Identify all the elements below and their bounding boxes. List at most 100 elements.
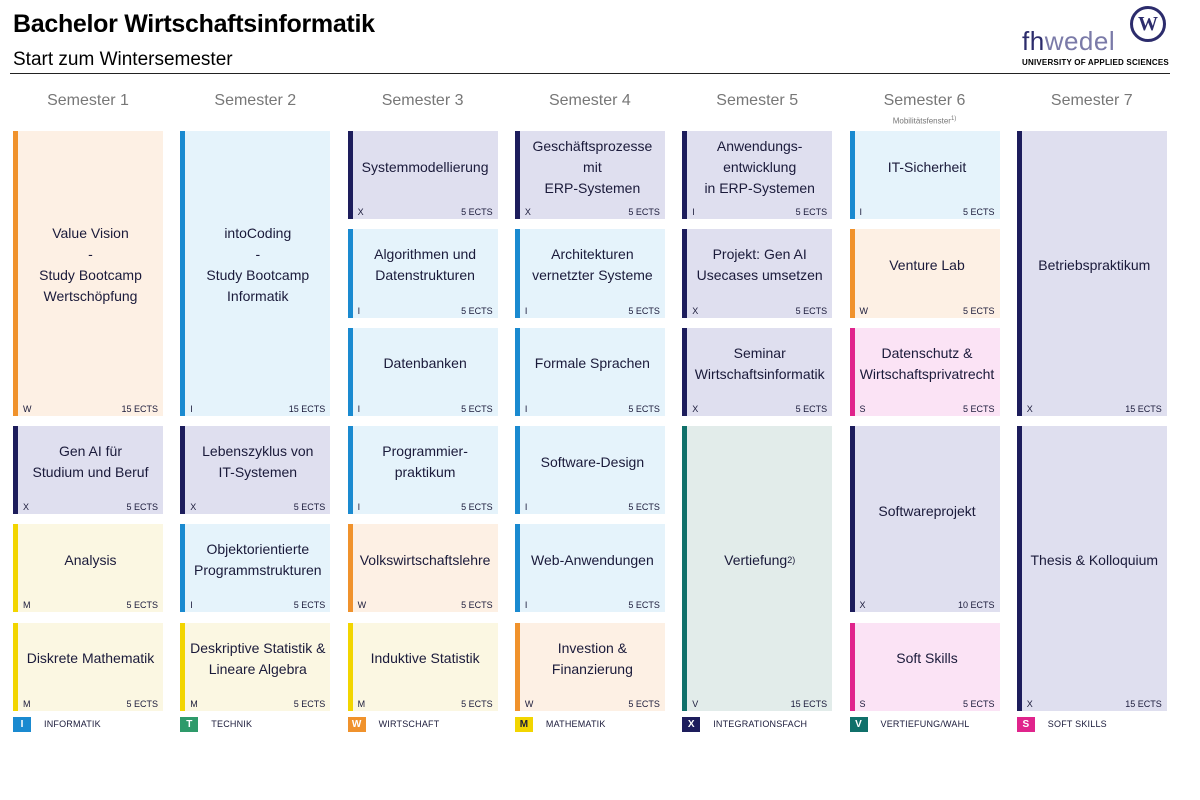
module-ects: 5 ECTS (628, 305, 660, 316)
module-ects: 5 ECTS (628, 600, 660, 611)
legend-item: X INTEGRATIONSFACH (682, 716, 807, 732)
module-category-code: I (190, 403, 193, 414)
module-name-text: Seminar Wirtschaftsinformatik (694, 344, 825, 382)
module-name: Venture Lab (859, 229, 996, 301)
module-name-text: intoCoding - Study Bootcamp Informatik (206, 225, 310, 305)
module-category-code: X (692, 305, 699, 316)
module-tile[interactable]: Soft Skills S 5 ECTS (849, 622, 1000, 711)
module-name: Datenschutz & Wirtschaftsprivatrecht (859, 328, 996, 400)
module-tile[interactable]: Datenschutz & Wirtschaftsprivatrecht S 5 E… (849, 327, 1000, 416)
module-ects: 5 ECTS (795, 305, 828, 316)
module-tile[interactable]: Diskrete Mathematik M 5 ECTS (13, 622, 163, 711)
module-name: Anwendungs- entwicklung in ERP-Systemen (691, 131, 828, 203)
legend-color-swatch: V (849, 716, 868, 732)
module-tile[interactable]: Seminar Wirtschaftsinformatik X 5 ECTS (682, 327, 833, 416)
legend-item: V VERTIEFUNG/WAHL (849, 716, 970, 732)
module-name: Vertiefung 2) (691, 426, 828, 695)
module-name: Algorithmen und Datenstrukturen (357, 229, 494, 301)
semester-header-2: Semester 2 (214, 92, 297, 109)
module-category-code: X (190, 502, 197, 513)
module-name-text: Soft Skills (896, 650, 958, 667)
module-category-code: S (859, 403, 866, 414)
module-ects: 5 ECTS (628, 403, 660, 414)
module-category-code: I (692, 207, 695, 218)
semester-header-7: Semester 7 (1050, 92, 1133, 109)
module-name-text: Value Vision - Study Bootcamp Wertschöpf… (39, 225, 142, 305)
module-ects: 5 ECTS (461, 403, 493, 414)
module-ects: 5 ECTS (461, 207, 493, 218)
header-divider (10, 73, 1170, 74)
module-tile[interactable]: Betriebspraktikum X 15 ECTS (1016, 131, 1167, 416)
module-category-code: M (23, 600, 31, 611)
module-name: Web-Anwendungen (524, 524, 661, 596)
module-tile[interactable]: Deskriptive Statistik & Lineare Algebra M… (180, 622, 331, 711)
module-tile[interactable]: Softwareprojekt X 10 ECTS (849, 425, 1000, 613)
module-name-text: Diskrete Mathematik (26, 650, 155, 667)
module-category-code: S (859, 698, 866, 709)
module-tile[interactable]: Algorithmen und Datenstrukturen I 5 ECTS (347, 229, 498, 318)
module-tile[interactable]: Geschäftsprozesse mit ERP-Systemen X 5 ECT… (514, 131, 665, 220)
module-tile[interactable]: Web-Anwendungen I 5 ECTS (514, 524, 665, 613)
module-category-code: I (524, 305, 528, 316)
module-category-code: I (357, 305, 361, 316)
module-tile[interactable]: Systemmodellierung X 5 ECTS (347, 131, 498, 220)
module-category-code: I (524, 600, 528, 611)
legend-item: S SOFT SKILLS (1016, 716, 1107, 732)
module-tile[interactable]: Software-Design I 5 ECTS (514, 425, 665, 515)
module-tile[interactable]: Thesis & Kolloquium X 15 ECTS (1016, 425, 1167, 711)
module-tile[interactable]: IT-Sicherheit I 5 ECTS (849, 131, 1000, 220)
module-tile[interactable]: Formale Sprachen I 5 ECTS (514, 327, 665, 416)
legend-color-swatch: T (180, 716, 199, 732)
module-name-text: Gen AI für Studium und Beruf (32, 443, 149, 481)
module-name-text: Analysis (64, 551, 117, 568)
module-ects: 5 ECTS (795, 403, 828, 414)
module-name: Thesis & Kolloquium (1026, 426, 1163, 695)
module-tile[interactable]: Venture Lab W 5 ECTS (849, 229, 1000, 318)
module-ects: 5 ECTS (962, 305, 995, 316)
module-tile[interactable]: Anwendungs- entwicklung in ERP-Systemen I… (682, 131, 833, 220)
module-tile[interactable]: Volkswirtschaftslehre W 5 ECTS (347, 524, 498, 613)
semester-header-4: Semester 4 (548, 92, 631, 109)
module-tile[interactable]: Vertiefung 2) V 15 ECTS (682, 425, 833, 711)
semester-note-6: Mobilitätsfenster1) (850, 116, 1000, 126)
module-name-text: Programmier- praktikum (382, 443, 468, 481)
module-tile[interactable]: Induktive Statistik M 5 ECTS (347, 622, 498, 711)
module-tile[interactable]: Gen AI für Studium und Beruf X 5 ECTS (13, 425, 163, 515)
module-category-code: X (859, 600, 866, 611)
module-tile[interactable]: Projekt: Gen AI Usecases umsetzen X 5 ECTS (682, 229, 833, 318)
module-name: Induktive Statistik (357, 623, 494, 695)
logo-wordmark: fhwedel (1022, 26, 1115, 57)
module-name: IT-Sicherheit (859, 131, 996, 203)
module-name-text: Objektorientierte Programmstrukturen (194, 541, 322, 579)
module-tile[interactable]: Datenbanken I 5 ECTS (347, 327, 498, 416)
module-tile[interactable]: intoCoding - Study Bootcamp Informatik I 1… (180, 131, 331, 416)
module-name-text: Vertiefung (724, 551, 788, 568)
module-ects: 5 ECTS (461, 305, 493, 316)
legend-label: INTEGRATIONSFACH (713, 719, 808, 729)
module-tile[interactable]: Objektorientierte Programmstrukturen I 5 E… (180, 524, 331, 613)
module-category-code: M (190, 698, 198, 709)
module-tile[interactable]: Analysis M 5 ECTS (13, 524, 163, 613)
module-category-code: I (357, 502, 361, 513)
module-ects: 5 ECTS (795, 207, 828, 218)
module-ects: 15 ECTS (1125, 698, 1162, 709)
module-tile[interactable]: Programmier- praktikum I 5 ECTS (347, 425, 498, 515)
module-ects: 5 ECTS (461, 698, 493, 709)
semester-header-5: Semester 5 (716, 92, 799, 109)
module-name: Betriebspraktikum (1026, 131, 1163, 400)
module-ects: 10 ECTS (957, 600, 995, 611)
module-category-code: X (692, 403, 699, 414)
module-name: Value Vision - Study Bootcamp Wertschöpf… (22, 131, 159, 400)
module-tile[interactable]: Architekturen vernetzter Systeme I 5 ECTS (514, 229, 665, 318)
module-name: Systemmodellierung (357, 131, 494, 203)
module-name: Geschäftsprozesse mit ERP-Systemen (524, 131, 661, 203)
module-name: Architekturen vernetzter Systeme (524, 229, 661, 301)
legend-color-swatch: W (347, 716, 366, 732)
module-name: Diskrete Mathematik (22, 623, 159, 695)
module-tile[interactable]: Lebenszyklus von IT-Systemen X 5 ECTS (180, 425, 331, 515)
module-tile[interactable]: Value Vision - Study Bootcamp Wertschöpf… (13, 131, 163, 416)
module-name-text: IT-Sicherheit (887, 158, 967, 175)
module-name-text: Geschäftsprozesse mit ERP-Systemen (532, 137, 653, 196)
module-tile[interactable]: Investion & Finanzierung W 5 ECTS (514, 622, 665, 711)
module-name: Seminar Wirtschaftsinformatik (691, 328, 828, 400)
